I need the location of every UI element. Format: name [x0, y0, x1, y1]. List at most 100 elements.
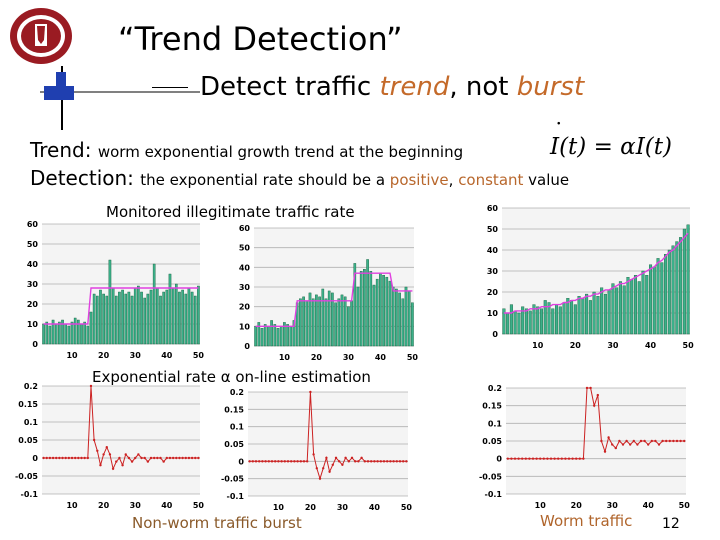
chart-3-bar: [682, 228, 686, 335]
chart-3-bar: [577, 296, 581, 335]
chart-6-point: [521, 457, 524, 460]
chart-6-point: [578, 457, 581, 460]
chart-5-point: [405, 460, 408, 463]
chart-2-bar: [279, 326, 283, 347]
chart-5-point: [251, 460, 254, 463]
chart-2-bar: [315, 294, 318, 347]
chart-1-bar: [111, 287, 115, 345]
chart-2-bar: [407, 290, 411, 347]
chart-1-ytick-label: 30: [27, 280, 39, 289]
chart-3-bar: [607, 289, 611, 335]
chart-4-point: [197, 456, 200, 460]
chart-4-point: [124, 453, 127, 456]
chart-1-ytick-label: 20: [27, 300, 39, 309]
chart-4-point: [102, 453, 105, 456]
chart-3-bar: [532, 304, 536, 335]
chart-4-point: [146, 460, 150, 463]
chart-6-point: [593, 404, 596, 407]
chart-6-xtick-label: 20: [571, 501, 583, 510]
chart-6-point: [524, 457, 527, 460]
chart-4-xtick-label: 10: [66, 501, 78, 510]
chart-3-bar: [585, 293, 589, 335]
chart-1-xtick-label: 40: [161, 351, 173, 360]
chart-6-point: [542, 457, 545, 460]
chart-5-point: [277, 460, 280, 463]
chart-3-ytick-label: 60: [487, 204, 499, 213]
chart-1-ytick-label: 10: [27, 320, 39, 329]
chart-1-bar: [42, 323, 45, 345]
chart-5-point: [293, 460, 296, 463]
chart-3-bar: [630, 279, 634, 335]
chart-5-point: [328, 470, 331, 473]
chart-2-ytick-label: 0: [244, 342, 250, 351]
chart-6-xtick-label: 10: [535, 501, 547, 510]
chart-5-ytick-label: 0.15: [224, 405, 244, 414]
page-number: 12: [662, 516, 680, 532]
chart-6-point: [650, 439, 653, 443]
chart-3-trend-line: [503, 232, 689, 314]
chart-6-point: [528, 457, 531, 460]
chart-6-ytick-label: -0.1: [485, 490, 503, 499]
chart-4-xtick-label: 30: [130, 501, 142, 510]
chart-4-point: [190, 456, 194, 460]
chart-4-ytick-label: -0.1: [21, 490, 39, 499]
chart-6-xtick-label: 50: [679, 501, 691, 510]
chart-1-bar: [67, 325, 71, 345]
chart-6-point: [679, 439, 682, 443]
chart-2-bar: [289, 326, 293, 347]
chart-2-ytick-label: 60: [239, 224, 251, 233]
chart-1-bar: [114, 295, 118, 345]
chart-2-bar: [267, 326, 270, 347]
chart-4-ytick-label: 0.15: [18, 400, 38, 409]
chart-6-point: [636, 443, 639, 446]
chart-6-point: [517, 457, 520, 460]
chart-3-bar: [588, 300, 592, 335]
chart-1-bar: [159, 295, 162, 345]
chart-1-bar: [149, 289, 153, 345]
chart-6-point: [675, 439, 679, 443]
detection-line-text: Detection: the exponential rate should b…: [30, 166, 569, 190]
chart-4-point: [89, 384, 93, 388]
chart-3-ytick-label: 0: [492, 330, 498, 339]
chart-6-point: [589, 386, 592, 390]
chart-1-xtick-label: 50: [193, 351, 205, 360]
chart-3-xtick-label: 30: [607, 341, 619, 350]
chart-4-point: [96, 449, 99, 452]
chart-6-point: [560, 457, 563, 460]
chart-2-bar: [283, 322, 286, 347]
chart-1-bar: [174, 283, 178, 345]
chart-5-point: [322, 467, 325, 470]
chart-4-point: [143, 456, 146, 460]
chart-3-bar: [622, 285, 626, 335]
chart-5-point: [274, 460, 277, 463]
chart-2-xtick-label: 20: [311, 353, 323, 362]
chart-2-bar: [305, 300, 309, 347]
chart-1-ytick-label: 60: [27, 220, 39, 229]
chart-5-ytick-label: 0.05: [224, 440, 244, 449]
chart-2-bar: [379, 273, 382, 347]
chart-6-xtick-label: 30: [607, 501, 619, 510]
chart-1-bar: [187, 287, 191, 345]
subtitle-prefix: Detect traffic: [200, 72, 380, 102]
chart-4-point: [152, 456, 156, 460]
chart-5-point: [254, 460, 258, 463]
chart-4-point: [187, 456, 191, 460]
chart-2-bar: [311, 298, 315, 347]
chart-3-bar: [656, 258, 660, 335]
chart-5-point: [270, 460, 274, 463]
chart-1-ytick-label: 40: [27, 260, 39, 269]
chart-1-bar: [152, 263, 156, 345]
chart-6-point: [582, 457, 585, 460]
chart-6-point: [629, 443, 632, 446]
chart-6-point: [575, 457, 578, 460]
chart-1-bar: [51, 319, 55, 345]
chart-5-point: [306, 460, 309, 463]
chart-5-point: [261, 460, 264, 463]
chart-3-xtick-label: 40: [645, 341, 657, 350]
chart-4-point: [108, 453, 112, 456]
chart-6-point: [564, 457, 567, 460]
chart-4-xtick-label: 50: [193, 501, 205, 510]
chart-3-xtick-label: 10: [532, 341, 544, 350]
chart-4-point: [171, 456, 175, 460]
